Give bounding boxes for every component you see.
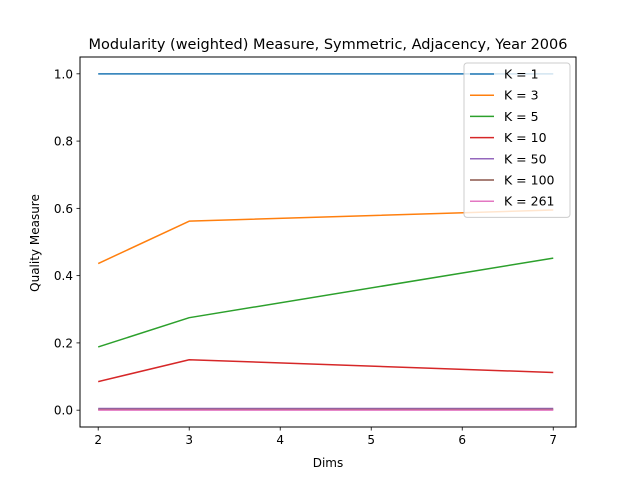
legend-label-4: K = 50: [504, 151, 547, 166]
series-line-2: [97, 257, 554, 348]
y-tick-label: 1.0: [54, 67, 73, 81]
x-tick-label: 6: [458, 433, 466, 447]
axes: 2 3 4 5 6 7 0.0 0.2 0.4 0.6 0.8 1.0: [54, 56, 577, 447]
x-tick-label: 2: [94, 433, 102, 447]
series-line-3: [98, 358, 554, 383]
y-axis-label: Quality Measure: [28, 194, 42, 292]
legend-label-3: K = 10: [504, 130, 547, 145]
legend-label-5: K = 100: [504, 173, 555, 188]
legend-label-6: K = 261: [504, 194, 554, 209]
legend: K = 1 K = 3 K = 5 K = 10 K = 50 K = 100 K = 26…: [463, 62, 571, 218]
y-tick-label: 0.4: [54, 269, 73, 283]
chart-title: Modularity (weighted) Measure, Symmetric…: [88, 37, 567, 53]
axes-frame: [79, 56, 577, 428]
y-tick-label: 0.2: [54, 336, 73, 350]
y-tick-label: 0.8: [54, 135, 73, 149]
legend-label-2: K = 5: [504, 109, 539, 124]
x-axis-label: Dims: [313, 456, 344, 470]
legend-box: [463, 62, 571, 218]
x-tick-label: 4: [276, 433, 284, 447]
x-tick-label: 3: [185, 433, 193, 447]
x-tick-label: 7: [549, 433, 557, 447]
x-tick-label: 5: [367, 433, 375, 447]
legend-label-0: K = 1: [504, 67, 539, 82]
series-line-1: [97, 209, 554, 265]
legend-label-1: K = 3: [504, 88, 539, 103]
series-lines: [97, 73, 554, 411]
y-tick-label: 0.0: [54, 404, 73, 418]
y-tick-label: 0.6: [54, 202, 73, 216]
